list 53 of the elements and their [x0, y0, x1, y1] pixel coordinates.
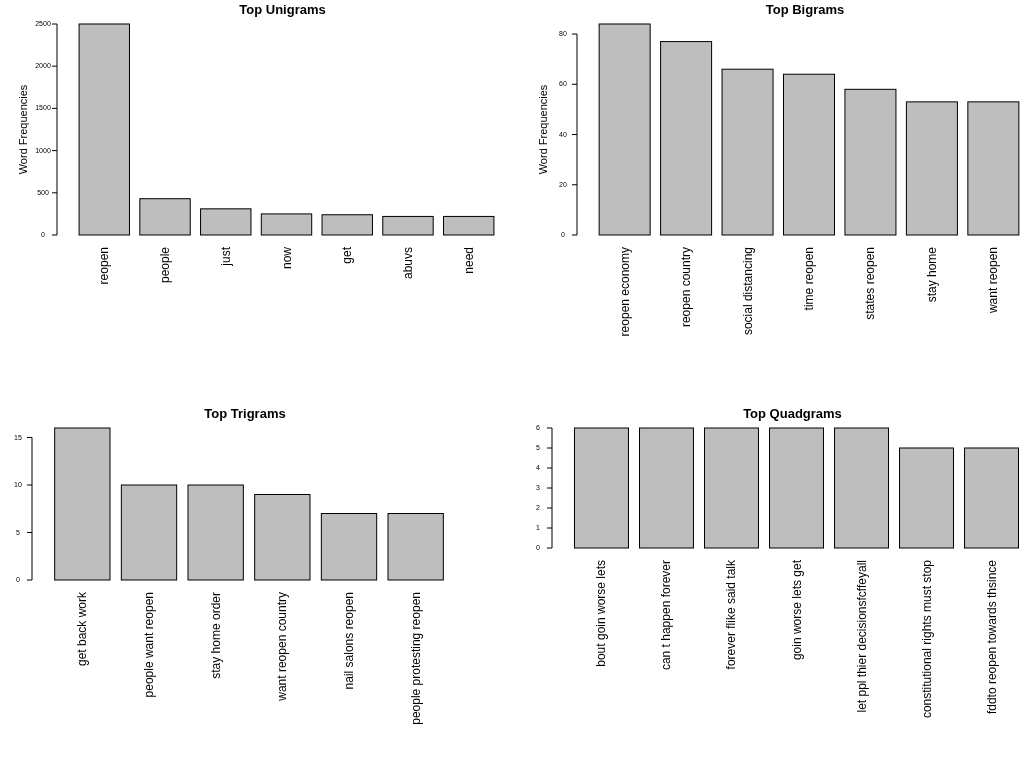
x-tick-label: reopen country [679, 247, 694, 328]
x-tick-label: forever flike said talk [724, 559, 739, 670]
x-tick-label: stay home [924, 246, 939, 303]
x-tick-label: goin worse lets get [789, 559, 804, 661]
chart-title: Top Bigrams [765, 2, 845, 17]
chart-title: Top Quadgrams [743, 406, 842, 421]
x-tick-label: constitutional rights must stop [919, 559, 934, 719]
y-axis-title: Word Frequencies [17, 84, 29, 175]
x-tick-label: can t happen forever [659, 560, 674, 671]
x-tick-label: people [158, 246, 173, 284]
x-tick-label: states reopen [863, 247, 878, 320]
x-tick-label: social distancing [740, 247, 755, 336]
x-tick-label: reopen [97, 247, 112, 285]
bar [967, 101, 1020, 236]
x-tick-label: people protesting reopen [408, 592, 423, 725]
x-tick-label: abuvs [400, 247, 415, 280]
x-tick-label: bout goin worse lets [594, 560, 609, 667]
x-tick-label: want reopen country [275, 592, 290, 702]
chart-title: Top Unigrams [239, 2, 326, 17]
x-tick-label: stay home order [208, 592, 223, 679]
bar [260, 213, 313, 236]
bar [187, 484, 244, 581]
chart-title: Top Trigrams [204, 406, 286, 421]
bar [721, 68, 774, 236]
bar [660, 41, 713, 236]
x-tick-label: fddto reopen towards thsince [984, 559, 999, 715]
bar [905, 101, 958, 236]
bar [254, 494, 311, 581]
bar [120, 484, 178, 581]
bar [139, 198, 191, 236]
x-tick-label: get [340, 246, 355, 264]
x-tick-label: get back work [75, 591, 90, 667]
bar [200, 208, 252, 236]
bar [321, 214, 373, 236]
bar [443, 215, 495, 236]
x-tick-label: want reopen [986, 247, 1001, 315]
bar [78, 23, 130, 236]
bar [320, 513, 378, 581]
x-tick-label: just [218, 246, 233, 267]
x-tick-label: time reopen [802, 247, 816, 311]
bar [382, 215, 434, 236]
x-tick-label: people want reopen [142, 592, 156, 698]
x-tick-label: nail salons reopen [342, 592, 356, 690]
x-tick-label: reopen economy [617, 247, 632, 337]
bar [598, 23, 651, 236]
y-axis-title: Word Frequencies [537, 84, 549, 175]
bar [54, 427, 111, 581]
x-tick-label: need [461, 247, 476, 274]
bar [844, 88, 897, 236]
x-tick-label: now [279, 246, 294, 270]
bar [387, 513, 444, 581]
x-tick-label: let ppl thier decisionsfcffeyall [854, 560, 869, 713]
bar [783, 73, 835, 236]
